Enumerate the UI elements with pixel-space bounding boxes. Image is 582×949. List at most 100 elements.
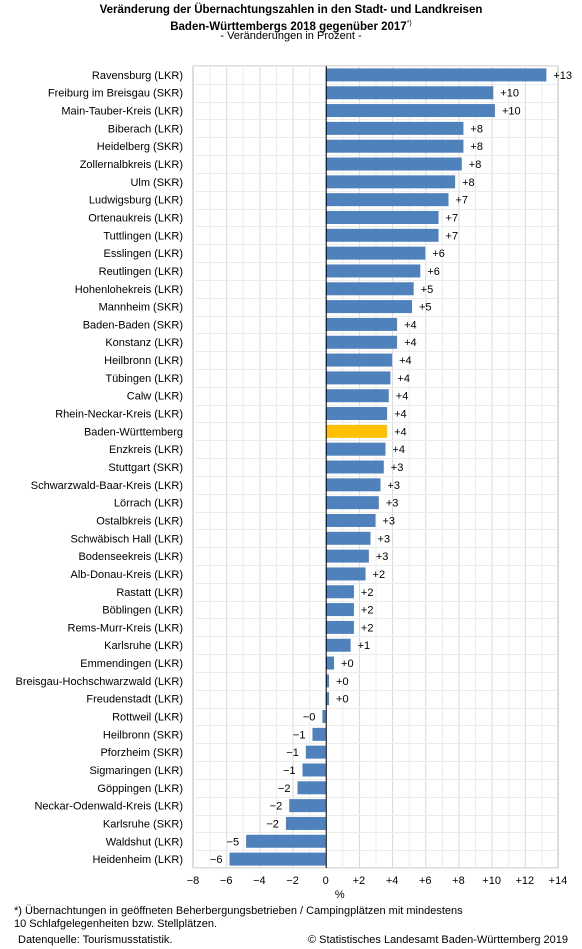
value-label: +4	[404, 319, 417, 331]
bar	[297, 781, 326, 795]
bar	[325, 656, 335, 670]
category-label: Rems-Murr-Kreis (LKR)	[68, 622, 184, 634]
chart-title-second-line: Baden-Württembergs 2018 gegenüber 2017*)	[0, 17, 582, 34]
value-label: +0	[336, 676, 349, 688]
category-label: Zollernalbkreis (LKR)	[80, 159, 183, 171]
category-label: Rottweil (LKR)	[112, 712, 183, 724]
value-label: +4	[404, 337, 417, 349]
bar	[325, 620, 354, 634]
category-label: Stuttgart (SKR)	[108, 462, 183, 474]
category-label: Enzkreis (LKR)	[109, 444, 183, 456]
value-label: +4	[394, 426, 407, 438]
value-label: −1	[286, 747, 299, 759]
bar	[325, 478, 381, 492]
value-label: −2	[278, 783, 291, 795]
value-label: +8	[470, 123, 483, 135]
bar-highlight	[325, 424, 388, 438]
value-label: +3	[387, 480, 400, 492]
category-label: Böblingen (LKR)	[102, 605, 183, 617]
bar	[325, 246, 426, 260]
value-label: +0	[341, 658, 354, 670]
x-tick-label: +2	[353, 875, 366, 887]
category-label: Tübingen (LKR)	[105, 373, 183, 385]
category-label: Pforzheim (SKR)	[100, 747, 183, 759]
bar	[325, 531, 371, 545]
bar	[325, 638, 351, 652]
value-label: −6	[210, 854, 223, 866]
bar	[325, 228, 439, 242]
bar	[325, 68, 547, 82]
bar	[325, 104, 495, 118]
value-label: +2	[361, 587, 374, 599]
chart-title-line2: Baden-Württembergs 2018 gegenüber 2017	[170, 20, 407, 33]
bar	[325, 264, 421, 278]
bar	[325, 139, 464, 153]
value-label: +4	[396, 391, 409, 403]
bar	[325, 460, 384, 474]
bar	[325, 692, 330, 706]
value-label: +8	[470, 141, 483, 153]
bar	[325, 157, 462, 171]
x-tick-label: +4	[386, 875, 399, 887]
bar	[325, 674, 330, 688]
category-label: Karlsruhe (LKR)	[104, 640, 183, 652]
bar	[285, 816, 326, 830]
category-label: Ludwigsburg (LKR)	[89, 195, 183, 207]
bar	[325, 389, 389, 403]
category-label: Freiburg im Breisgau (SKR)	[48, 88, 183, 100]
value-label: +10	[502, 106, 521, 118]
bar	[322, 710, 326, 724]
x-tick-label: +10	[482, 875, 501, 887]
value-label: +2	[373, 569, 386, 581]
value-label: +3	[383, 515, 396, 527]
bar	[325, 210, 439, 224]
bar	[325, 567, 366, 581]
chart-title: Veränderung der Übernachtungszahlen in d…	[0, 4, 582, 17]
copyright-note: © Statistisches Landesamt Baden-Württemb…	[307, 934, 568, 946]
bar	[325, 407, 388, 421]
bar	[325, 282, 414, 296]
value-label: −0	[303, 712, 316, 724]
x-tick-label: −6	[220, 875, 233, 887]
category-label: Konstanz (LKR)	[105, 337, 183, 349]
value-label: +6	[432, 248, 445, 260]
value-label: −1	[283, 765, 296, 777]
bar	[325, 175, 456, 189]
value-label: +3	[376, 551, 389, 563]
category-label: Lörrach (LKR)	[114, 498, 183, 510]
category-label: Schwarzwald-Baar-Kreis (LKR)	[31, 480, 183, 492]
x-tick-label: 0	[323, 875, 329, 887]
value-label: −2	[270, 801, 283, 813]
x-tick-label: +12	[515, 875, 534, 887]
value-label: −1	[293, 729, 306, 741]
value-label: +7	[456, 195, 469, 207]
category-label: Tuttlingen (LKR)	[103, 230, 183, 242]
bar	[325, 335, 398, 349]
x-tick-label: +8	[452, 875, 465, 887]
bar	[325, 442, 386, 456]
x-axis-label: %	[335, 889, 345, 901]
category-label: Main-Tauber-Kreis (LKR)	[61, 106, 183, 118]
category-label: Hohenlohekreis (LKR)	[75, 284, 183, 296]
x-tick-label: −8	[187, 875, 200, 887]
category-label: Esslingen (LKR)	[104, 248, 183, 260]
value-label: +1	[358, 640, 371, 652]
category-label: Karlsruhe (SKR)	[103, 818, 183, 830]
x-tick-label: −4	[253, 875, 266, 887]
bar	[325, 513, 376, 527]
category-label: Ravensburg (LKR)	[92, 70, 183, 82]
value-label: +7	[446, 230, 459, 242]
category-label: Emmendingen (LKR)	[80, 658, 183, 670]
bar	[325, 496, 379, 510]
value-label: +5	[421, 284, 434, 296]
value-label: +8	[469, 159, 482, 171]
value-label: +8	[462, 177, 475, 189]
category-label: Baden-Württemberg	[84, 426, 183, 438]
bar	[325, 549, 369, 563]
value-label: +4	[392, 444, 405, 456]
value-label: +10	[500, 88, 519, 100]
value-label: +0	[336, 694, 349, 706]
category-label: Biberach (LKR)	[108, 123, 183, 135]
value-label: +3	[386, 498, 399, 510]
